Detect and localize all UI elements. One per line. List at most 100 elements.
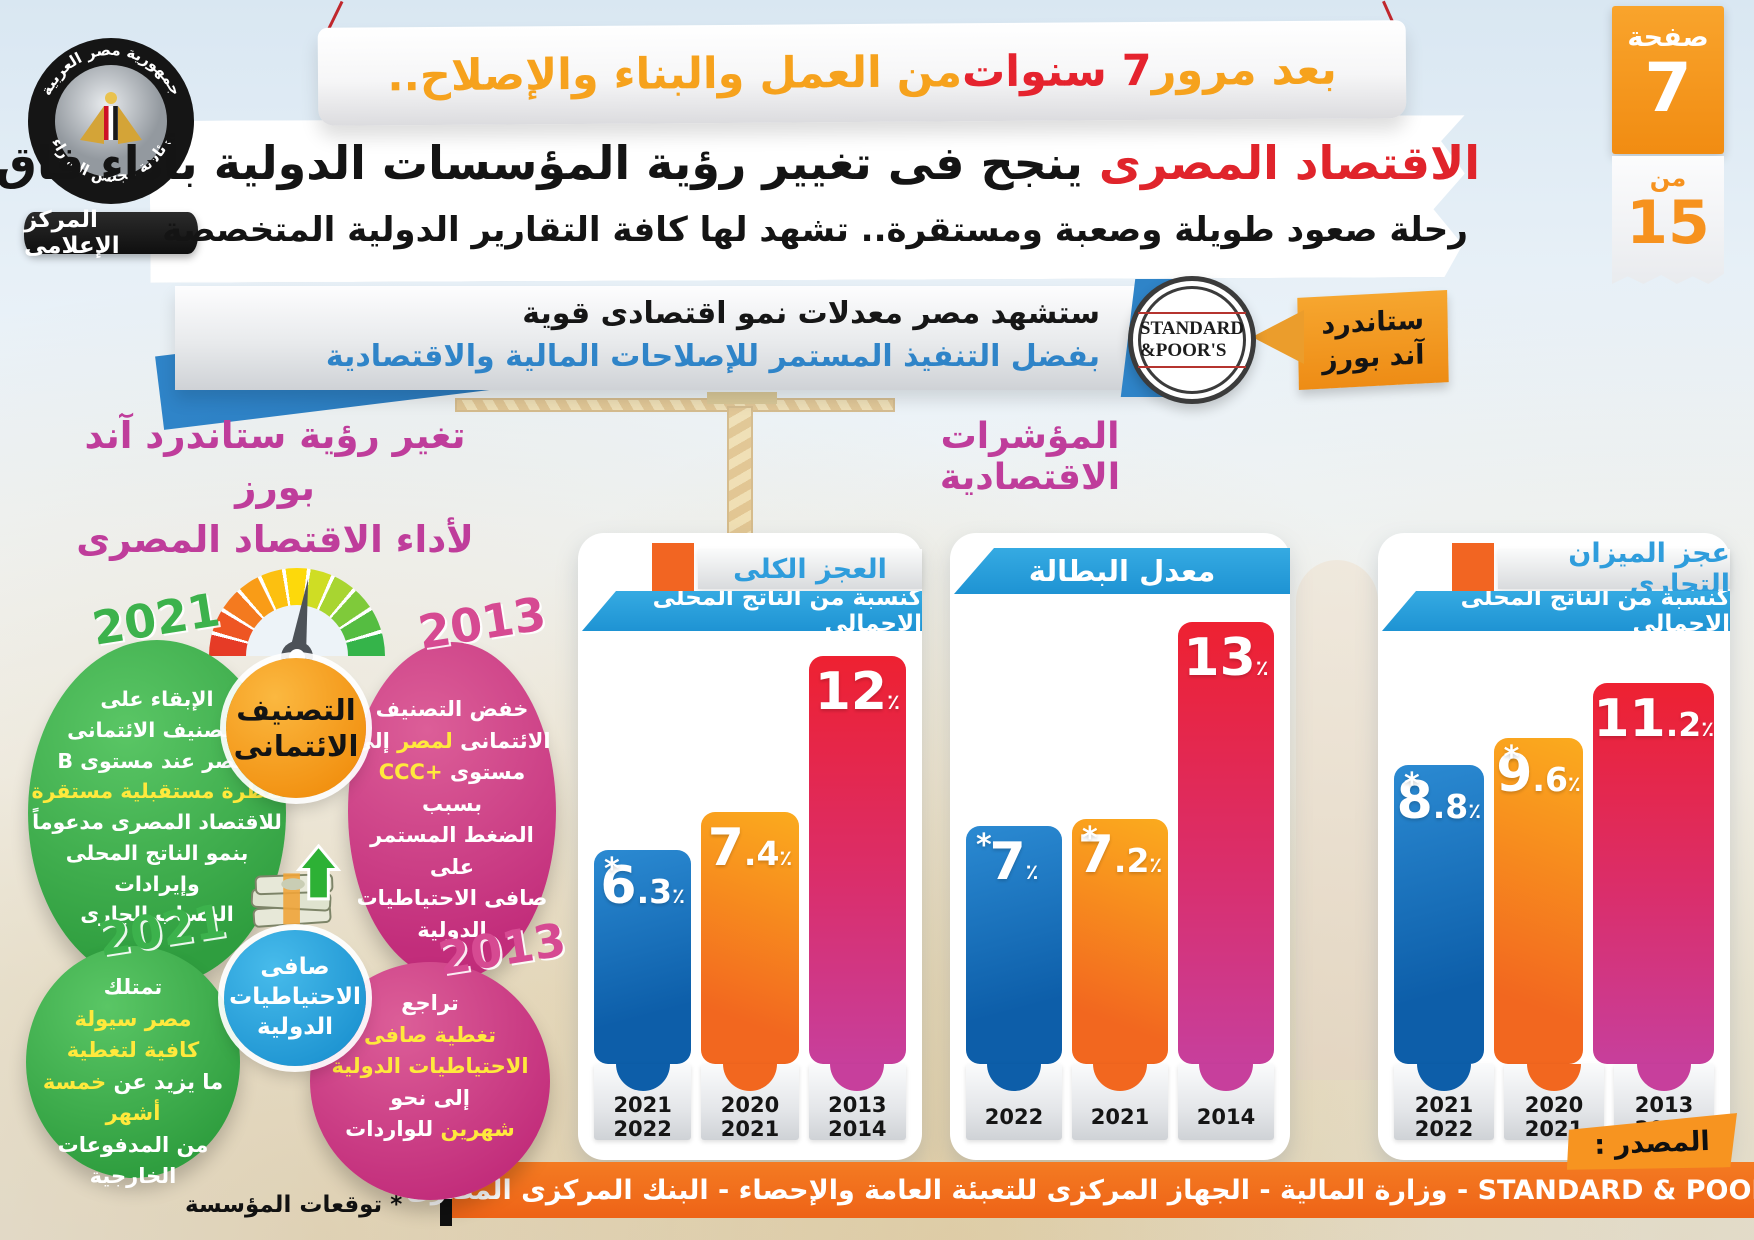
banner-text-3: من العمل والبناء والإصلاح.. xyxy=(387,47,963,102)
page-badge: صفحة 7 من 15 xyxy=(1612,6,1724,284)
ratings-section-title: تغير رؤية ستاندرد آند بورز لأداء الاقتصا… xyxy=(76,414,474,561)
indicators-title: المؤشرات الاقتصادية xyxy=(939,416,1121,498)
banner-text-2: 7 سنوات xyxy=(961,45,1152,98)
title-highlight: الاقتصاد المصرى xyxy=(1098,136,1480,190)
bars-row: * 6.3٪ 7.4٪ 12٪ xyxy=(594,656,906,1064)
year-pedestal: 2021 2022 xyxy=(1394,1064,1494,1142)
forecast-star: * xyxy=(1404,766,1420,802)
orange-accent-square xyxy=(1452,543,1494,591)
year-label: 2020 2021 xyxy=(1524,1093,1584,1142)
bar-overall-deficit-2021/2022: * 6.3٪ xyxy=(594,849,692,1064)
chart-title-banner: عجز الميزان التجارى xyxy=(1498,538,1730,600)
source-bar: STANDARD & POOR'S - وزارة المالية - الجه… xyxy=(406,1162,1754,1218)
bar-unemployment-rate-2021: * 7.2٪ xyxy=(1072,819,1168,1064)
year-pedestal: 2020 2021 xyxy=(1504,1064,1604,1142)
chart-subtitle-banner: كنسبة من الناتج المحلى الإجمالى xyxy=(582,591,922,631)
standard-and-poors-logo: STANDARD &POOR'S xyxy=(1128,276,1256,404)
sp-tag-line2: آند بورز xyxy=(1321,339,1425,376)
forecast-star: * xyxy=(1082,821,1098,857)
bar-overall-deficit-2013/2014: 12٪ xyxy=(808,656,906,1064)
top-banner: بعد مرور 7 سنوات من العمل والبناء والإصل… xyxy=(317,20,1407,126)
year-label: 2021 2022 xyxy=(1414,1093,1474,1142)
year-pedestal: 2022 xyxy=(966,1064,1062,1140)
orange-accent-square xyxy=(652,543,694,591)
year-label: 2021 2022 xyxy=(613,1093,672,1142)
bar-value: 12٪ xyxy=(814,662,900,722)
bar-notch xyxy=(1417,1064,1471,1091)
bar-value: * 7.2٪ xyxy=(1077,821,1163,886)
chart-card-trade-balance-deficit: عجز الميزان التجارى كنسبة من الناتج المحل… xyxy=(1378,533,1730,1160)
bar-notch xyxy=(1637,1064,1691,1091)
money-stack-icon xyxy=(238,843,354,942)
forecast-footnote: * توقعات المؤسسة xyxy=(185,1192,403,1218)
banner-text-1: بعد مرور xyxy=(1151,44,1337,96)
reserves-2021-bubble: تمتلك مصر سيولة كافية لتغطية ما يزيد عن خمس… xyxy=(26,946,240,1188)
year-label: 2022 xyxy=(984,1105,1044,1129)
bar-notch xyxy=(1527,1064,1581,1091)
year-label: 2020 2021 xyxy=(720,1093,780,1142)
year-pedestal: 2021 2022 xyxy=(594,1064,692,1142)
bar-overall-deficit-2020/2021: 7.4٪ xyxy=(701,812,799,1064)
net-reserves-label: صافى الاحتياطيات الدولية xyxy=(224,930,366,1066)
page-subtitle: رحلة صعود طويلة وصعبة ومستقرة.. تشهد لها… xyxy=(162,210,1468,250)
bar-trade-balance-deficit-2021/2022: * 8.8٪ xyxy=(1394,764,1484,1064)
bar-value: 7.4٪ xyxy=(707,818,793,879)
year-label-2021: 2021 xyxy=(88,582,224,656)
orange-arrow-icon xyxy=(1252,310,1304,364)
year-pedestal: 2021 xyxy=(1072,1064,1168,1140)
chart-title-banner: العجز الكلى xyxy=(698,549,922,589)
bar-unemployment-rate-2022: * 7٪ xyxy=(966,826,1062,1064)
bar-value: 11.2٪ xyxy=(1593,689,1715,750)
year-label: 2014 xyxy=(1196,1105,1256,1129)
sp-quote-bar: ستشهد مصر معدلات نمو اقتصادى قوية بفضل ا… xyxy=(175,286,1160,390)
year-label-2013: 2013 xyxy=(414,586,550,660)
bar-notch xyxy=(1093,1064,1147,1091)
page-total-box: من 15 xyxy=(1612,156,1724,284)
chart-card-overall-deficit: العجز الكلى كنسبة من الناتج المحلى الإجما… xyxy=(578,533,922,1160)
bar-value: * 6.3٪ xyxy=(600,851,685,916)
sp-name-tag: ستاندرد آند بورز xyxy=(1297,290,1449,390)
sp-logo-line1: STANDARD xyxy=(1139,318,1245,340)
page-label: صفحة xyxy=(1627,22,1709,53)
sp-quote-line1: ستشهد مصر معدلات نمو اقتصادى قوية xyxy=(522,296,1100,331)
crane-illustration xyxy=(455,392,915,552)
year-pedestal: 2014 xyxy=(1178,1064,1274,1140)
bars-row: * 8.8٪ * 9.6٪ 11.2٪ xyxy=(1394,683,1715,1064)
logo-ribbon: المركز الإعلامى xyxy=(24,207,198,259)
page-total: 15 xyxy=(1626,188,1710,258)
banner-thread-left xyxy=(327,0,344,30)
bar-value: * 7٪ xyxy=(976,828,1039,892)
chart-title-banner: معدل البطالة xyxy=(954,548,1290,594)
bar-notch xyxy=(830,1064,885,1091)
bar-value: * 9.6٪ xyxy=(1496,739,1581,804)
credit-2013-bubble: خفض التصنيف الائتمانى لمصر إلى مستوى +CCC … xyxy=(348,642,556,980)
forecast-star: * xyxy=(604,851,620,887)
title-rest: ينجح فى تغيير رؤية المؤسسات الدولية بأدا… xyxy=(0,136,1083,190)
sp-logo-line2: &POOR'S xyxy=(1139,340,1227,361)
page-number: 7 xyxy=(1644,49,1692,128)
bar-notch xyxy=(722,1064,777,1091)
reserves-2013-bubble: تراجع تغطية صافى الاحتياطيات الدولية إلى نح… xyxy=(310,962,550,1200)
of-label: من xyxy=(1649,164,1687,192)
year-label: 2021 xyxy=(1090,1105,1150,1129)
chart-subtitle-banner: كنسبة من الناتج المحلى الإجمالى xyxy=(1382,591,1730,631)
page-number-box: صفحة 7 xyxy=(1612,6,1724,154)
forecast-star: * xyxy=(976,828,992,863)
pedestals-row: 2022 2021 2014 xyxy=(966,1064,1274,1140)
forecast-star: * xyxy=(1503,739,1520,775)
credit-rating-label: التصنيف الائتمانى xyxy=(226,658,366,798)
bar-notch xyxy=(615,1064,670,1091)
bar-value: * 8.8٪ xyxy=(1396,766,1482,831)
emblem-circle-icon: جمهورية مصر العربية رئاسة مجلس الوزراء xyxy=(28,38,194,204)
bar-value: 13٪ xyxy=(1183,628,1269,688)
bar-notch xyxy=(1199,1064,1253,1091)
sp-tag-line1: ستاندرد xyxy=(1321,304,1425,341)
bar-unemployment-rate-2014: 13٪ xyxy=(1178,622,1274,1064)
chart-card-unemployment-rate: معدل البطالة * 7٪ * 7.2٪ 13٪ 2022 2021 2014 xyxy=(950,533,1290,1160)
sp-quote-line2: بفضل التنفيذ المستمر للإصلاحات المالية و… xyxy=(325,339,1100,374)
bar-notch xyxy=(987,1064,1041,1091)
